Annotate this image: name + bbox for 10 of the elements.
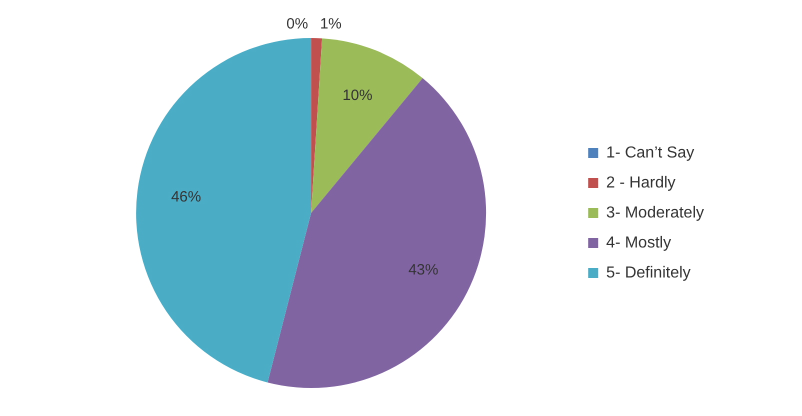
data-label: 43% [408, 261, 438, 278]
data-label: 10% [342, 86, 372, 104]
data-label: 46% [171, 188, 202, 206]
data-label: 1% [320, 16, 342, 33]
legend-label: 4- Mostly [606, 234, 672, 252]
legend-label: 5- Definitely [606, 264, 691, 282]
legend-label: 2 - Hardly [606, 174, 676, 192]
text: 0% [286, 16, 308, 33]
legend-label: 3- Moderately [606, 204, 704, 222]
legend-label: 1- Can’t Say [606, 144, 694, 162]
